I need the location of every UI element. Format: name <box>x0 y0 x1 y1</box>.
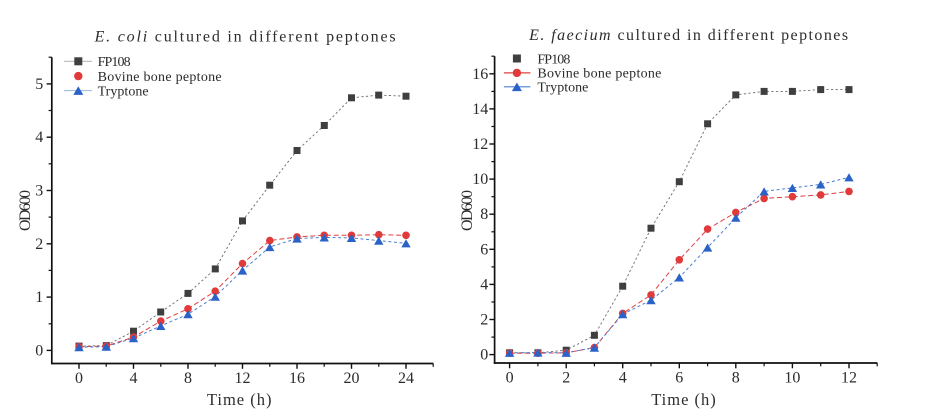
svg-text:E. faecium cultured in differe: E. faecium cultured in different peptone… <box>528 27 848 44</box>
svg-text:FP108: FP108 <box>537 52 570 67</box>
svg-text:Time (h): Time (h) <box>207 390 273 409</box>
svg-text:8: 8 <box>732 370 740 387</box>
svg-text:E. coli cultured in different: E. coli cultured in different peptones <box>94 29 396 46</box>
svg-text:Time (h): Time (h) <box>651 390 717 409</box>
svg-text:2: 2 <box>35 236 43 253</box>
svg-text:8: 8 <box>184 370 192 387</box>
svg-text:0: 0 <box>480 347 488 364</box>
svg-text:Bovine bone peptone: Bovine bone peptone <box>537 67 661 82</box>
svg-text:FP108: FP108 <box>98 55 131 70</box>
svg-text:5: 5 <box>35 76 43 93</box>
svg-text:0: 0 <box>506 370 514 387</box>
svg-text:2: 2 <box>480 312 488 329</box>
svg-text:0: 0 <box>75 370 83 387</box>
svg-text:16: 16 <box>289 370 305 387</box>
svg-text:OD600: OD600 <box>17 190 34 231</box>
svg-text:20: 20 <box>344 370 360 387</box>
svg-text:1: 1 <box>35 289 43 306</box>
svg-text:6: 6 <box>480 241 488 258</box>
svg-text:12: 12 <box>841 370 857 387</box>
svg-text:4: 4 <box>480 276 488 293</box>
svg-text:Tryptone: Tryptone <box>537 81 588 96</box>
svg-text:3: 3 <box>35 183 43 200</box>
svg-text:8: 8 <box>480 206 488 223</box>
svg-text:Bovine bone peptone: Bovine bone peptone <box>98 70 222 85</box>
svg-text:4: 4 <box>130 370 138 387</box>
svg-text:16: 16 <box>472 66 488 83</box>
svg-text:12: 12 <box>235 370 251 387</box>
svg-text:6: 6 <box>675 370 683 387</box>
svg-text:0: 0 <box>35 342 43 359</box>
svg-text:4: 4 <box>35 129 43 146</box>
svg-text:10: 10 <box>784 370 800 387</box>
svg-text:14: 14 <box>472 101 488 118</box>
svg-text:4: 4 <box>619 370 627 387</box>
svg-text:24: 24 <box>398 370 414 387</box>
svg-text:Tryptone: Tryptone <box>98 84 149 99</box>
svg-text:OD600: OD600 <box>459 190 476 231</box>
svg-text:12: 12 <box>472 136 488 153</box>
svg-text:2: 2 <box>562 370 570 387</box>
svg-text:10: 10 <box>472 171 488 188</box>
